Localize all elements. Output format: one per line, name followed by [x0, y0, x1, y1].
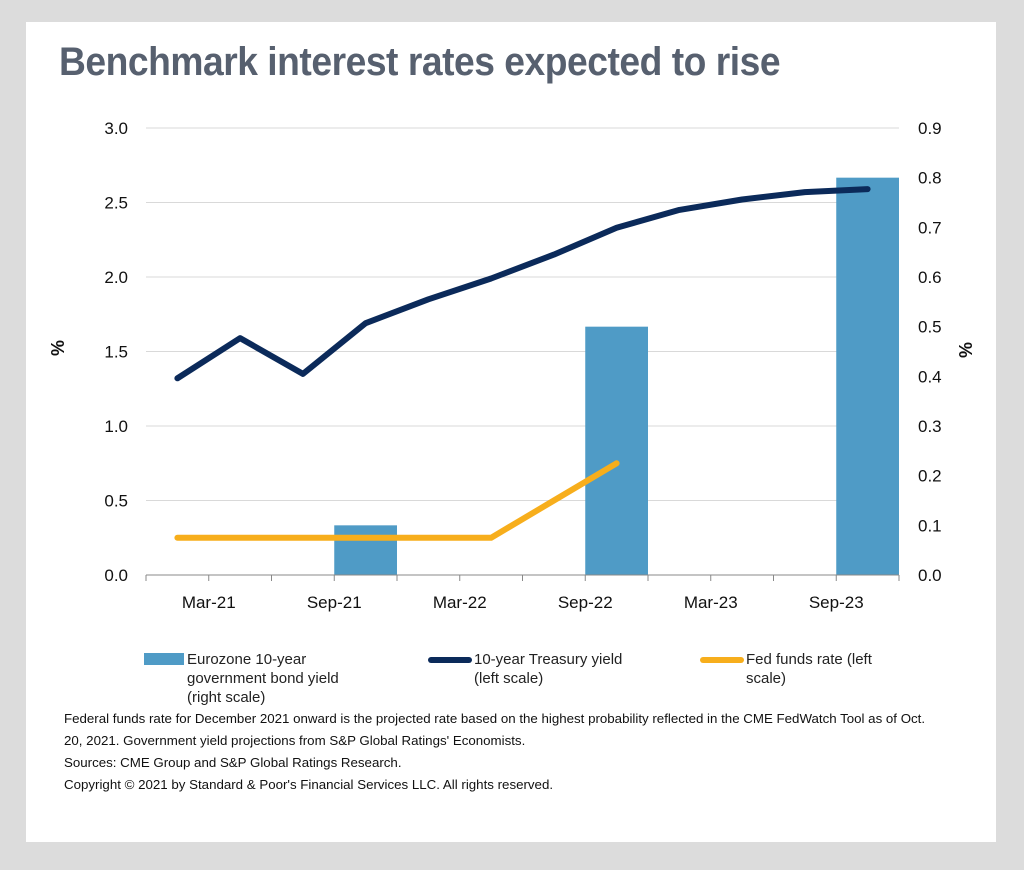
chart-card: Benchmark interest rates expected to ris… — [26, 22, 996, 842]
x-tick-label: Mar-23 — [684, 593, 738, 612]
y-right-tick-label: 0.9 — [918, 119, 942, 138]
x-tick-label: Sep-22 — [558, 593, 613, 612]
bar-eurozone-q4-22 — [585, 326, 648, 575]
chart-notes: Federal funds rate for December 2021 onw… — [64, 708, 944, 796]
legend-swatch-fedfunds — [700, 657, 744, 663]
legend-swatch-treasury — [428, 657, 472, 663]
line-fed-funds — [174, 460, 620, 541]
y-right-tick-label: 0.8 — [918, 169, 942, 188]
legend-label-eurozone: Eurozone 10-year government bond yield (… — [187, 651, 339, 706]
y-right-tick-label: 0.2 — [918, 467, 942, 486]
note-sources: Sources: CME Group and S&P Global Rating… — [64, 755, 402, 770]
legend-label-fedfunds: Fed funds rate (left scale) — [746, 651, 872, 687]
y-left-tick-label: 0.0 — [104, 566, 128, 585]
y-left-tick-label: 3.0 — [104, 119, 128, 138]
bar-eurozone-q4-23 — [836, 177, 899, 575]
y-left-axis-title: % — [48, 340, 68, 356]
y-right-tick-label: 0.3 — [918, 417, 942, 436]
bar-eurozone-q4-21 — [334, 525, 397, 575]
x-tick-label: Mar-21 — [182, 593, 236, 612]
y-left-tick-label: 2.5 — [104, 194, 128, 213]
chart-title: Benchmark interest rates expected to ris… — [59, 40, 781, 84]
y-right-tick-label: 0.5 — [918, 318, 942, 337]
y-left-tick-label: 1.0 — [104, 417, 128, 436]
y-right-tick-label: 0.1 — [918, 516, 942, 535]
y-left-tick-label: 2.0 — [104, 268, 128, 287]
y-left-tick-label: 1.5 — [104, 343, 128, 362]
y-right-tick-label: 0.0 — [918, 566, 942, 585]
y-right-tick-label: 0.6 — [918, 268, 942, 287]
x-tick-label: Mar-22 — [433, 593, 487, 612]
y-left-tick-label: 0.5 — [104, 492, 128, 511]
legend-label-treasury: 10-year Treasury yield (left scale) — [474, 651, 623, 687]
y-right-axis-title: % — [955, 342, 975, 358]
x-tick-label: Sep-21 — [307, 593, 362, 612]
y-right-tick-label: 0.4 — [918, 367, 942, 386]
note-methodology: Federal funds rate for December 2021 onw… — [64, 711, 926, 748]
y-right-tick-label: 0.7 — [918, 218, 942, 237]
x-tick-label: Sep-23 — [809, 593, 864, 612]
line-treasury-yield — [174, 186, 871, 382]
note-copyright: Copyright © 2021 by Standard & Poor's Fi… — [64, 777, 554, 792]
legend-swatch-eurozone — [144, 653, 184, 665]
